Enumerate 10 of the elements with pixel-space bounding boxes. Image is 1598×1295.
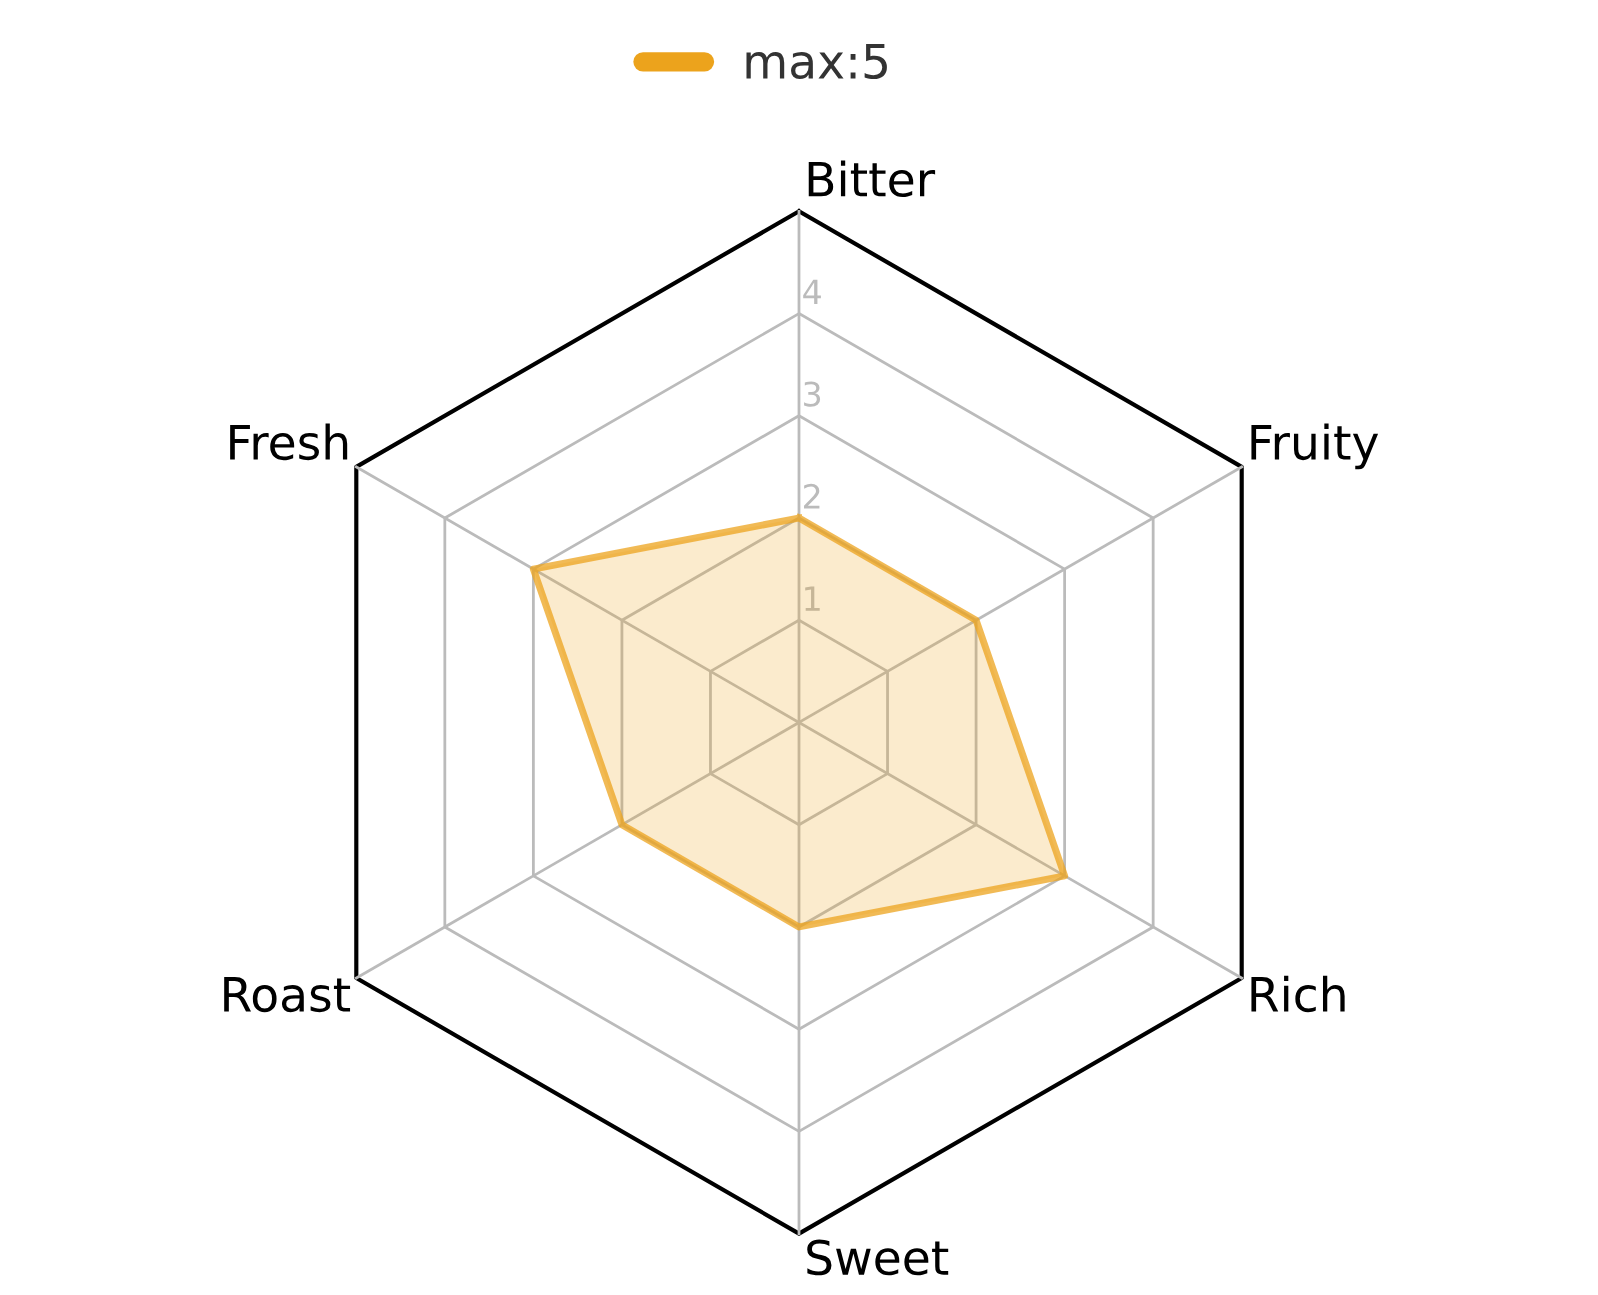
y-tick-label: 2 (804, 483, 820, 509)
spoke-label: Fresh (230, 423, 348, 461)
y-tick-label: 4 (803, 279, 821, 305)
spoke-label: Fruity (1251, 423, 1379, 470)
spoke-label: Bitter (808, 160, 936, 198)
spoke-label: Sweet (807, 1239, 949, 1276)
y-tick-label: 3 (804, 381, 821, 407)
spoke-label: Rich (1251, 975, 1345, 1013)
spoke-label: Roast (224, 977, 351, 1013)
legend-label: max:5 (746, 43, 887, 80)
